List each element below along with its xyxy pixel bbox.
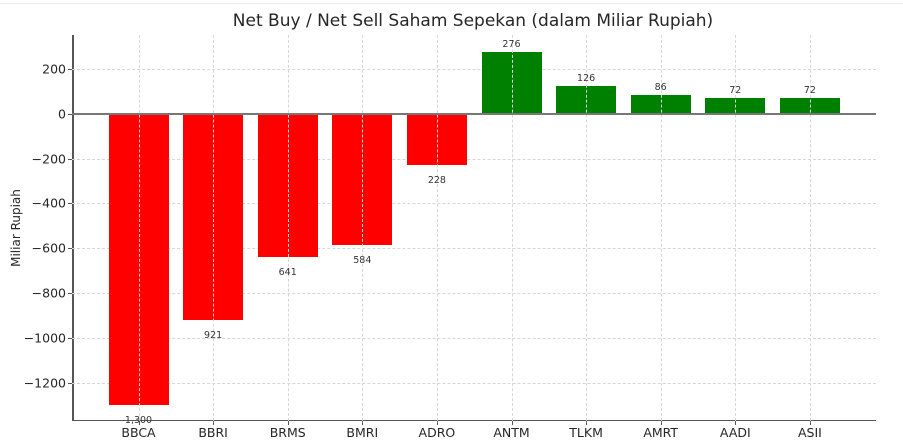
horizontal-gridline [72, 158, 876, 160]
data-label: 86 [654, 81, 667, 93]
horizontal-gridline [72, 382, 876, 384]
x-tick-label: BRMS [269, 425, 306, 440]
plot-area: 200 0 −200 −400 −600 −800 −1000 −1200 BBCA 1,300 B… [24, 35, 876, 440]
y-tick [68, 158, 72, 160]
horizontal-gridline [72, 293, 876, 294]
y-tick-label: −1000 [23, 330, 66, 346]
vertical-gridline [138, 35, 140, 421]
horizontal-gridline [72, 337, 876, 339]
vertical-gridline [660, 35, 662, 421]
y-tick-label: 0 [58, 106, 66, 122]
x-tick [362, 421, 364, 425]
y-tick-label: 200 [42, 61, 66, 77]
top-border [0, 3, 903, 4]
y-tick-label: −800 [31, 285, 66, 301]
y-tick [68, 293, 72, 294]
vertical-gridline [511, 35, 513, 421]
vertical-gridline [362, 35, 364, 421]
x-axis-line [72, 419, 876, 421]
vertical-gridline [436, 35, 438, 421]
x-tick-label: ADRO [418, 425, 456, 440]
x-tick [436, 421, 438, 425]
vertical-gridline [213, 35, 215, 421]
x-tick [138, 421, 140, 425]
x-tick [660, 421, 662, 425]
data-label: 641 [278, 267, 297, 279]
data-label: 72 [803, 84, 816, 96]
x-tick-label: BBRI [198, 425, 228, 440]
x-tick [809, 421, 811, 425]
data-label: 1,300 [124, 414, 153, 426]
vertical-gridline [809, 35, 811, 421]
x-tick-label: ANTM [493, 425, 530, 440]
y-tick-label: −600 [31, 240, 66, 256]
y-tick [68, 248, 72, 250]
horizontal-gridline [72, 248, 876, 250]
y-tick [68, 337, 72, 339]
x-tick-label: BMRI [346, 425, 379, 440]
x-tick-label: ASII [797, 425, 822, 440]
y-axis-line [72, 35, 74, 421]
y-tick-label: −400 [31, 195, 66, 211]
vertical-gridline [586, 35, 588, 421]
x-tick-label: AMRT [643, 425, 679, 440]
data-label: 584 [353, 254, 372, 266]
data-label: 126 [577, 72, 596, 84]
y-axis-label: Miliar Rupiah [9, 189, 23, 267]
data-label: 72 [729, 84, 742, 96]
x-tick [586, 421, 588, 425]
y-tick-label: −200 [31, 151, 66, 167]
vertical-gridline [287, 35, 289, 421]
y-tick [68, 69, 72, 71]
zero-baseline [72, 113, 876, 115]
data-label: 228 [427, 175, 446, 186]
horizontal-gridline [72, 69, 876, 71]
x-tick [735, 421, 737, 425]
x-tick [287, 421, 289, 425]
x-tick-label: TLKM [569, 425, 603, 440]
data-label: 276 [502, 39, 521, 51]
chart-title: Net Buy / Net Sell Saham Sepekan (dalam … [232, 11, 714, 31]
vertical-gridline [735, 35, 737, 421]
x-tick [213, 421, 215, 425]
x-tick-label: AADI [719, 425, 751, 440]
data-label: 921 [204, 330, 223, 342]
y-tick [68, 113, 72, 115]
x-tick [511, 421, 513, 425]
y-tick [68, 382, 72, 384]
y-tick [68, 203, 72, 205]
y-tick-label: −1200 [23, 375, 66, 390]
horizontal-gridline [72, 203, 876, 205]
x-tick-label: BBCA [121, 425, 156, 440]
